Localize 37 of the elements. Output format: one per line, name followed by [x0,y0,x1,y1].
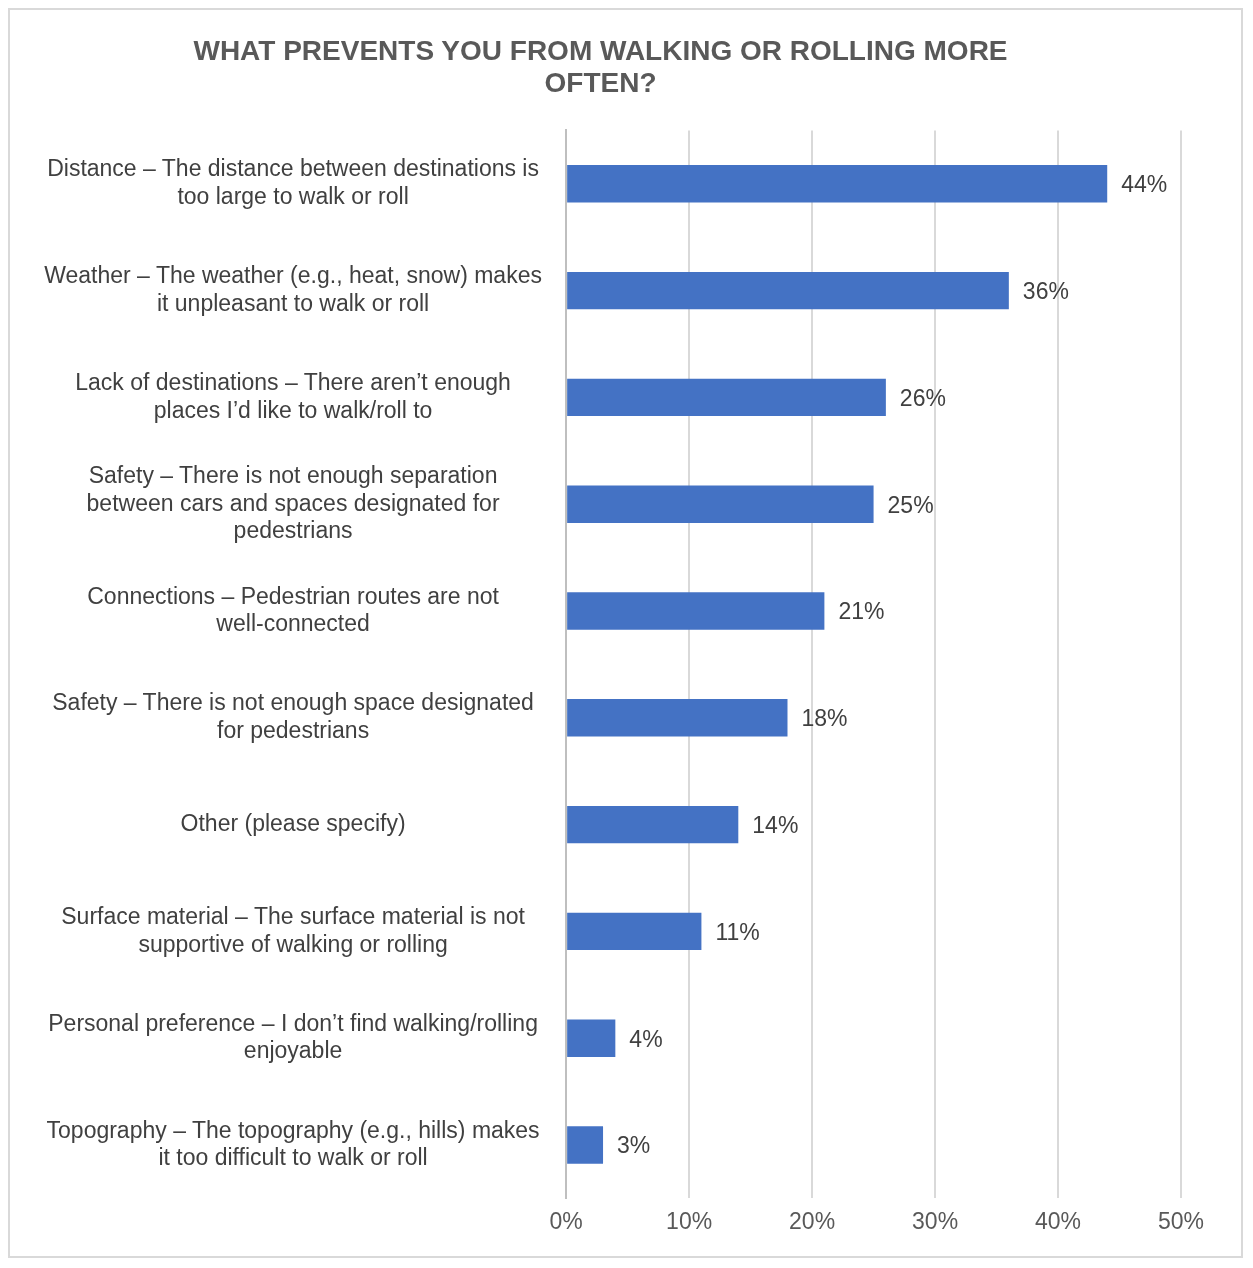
bar [567,271,1009,310]
y-tick-label: Topography – The topography (e.g., hills) makes it too difficult to walk or roll [46,1116,540,1171]
bar [567,912,702,951]
data-label: 14% [752,811,799,838]
bar [567,1126,604,1164]
x-tick-label: 30% [912,1207,959,1234]
data-label: 18% [801,705,848,732]
y-tick-label: Surface material – The surface material is not supportive of walking or rolling [61,902,526,957]
y-tick-label: Connections – Pedestrian routes are not well-connected [87,582,500,637]
data-label: 36% [1022,277,1069,304]
data-label: 21% [838,598,885,625]
bar [567,805,739,844]
data-label: 4% [629,1025,663,1052]
y-tick-label: Lack of destinations – There aren’t enough places I’d like to walk/roll to [75,368,511,423]
data-label: 44% [1121,171,1168,198]
data-label: 11% [715,918,760,945]
y-tick-label: Safety – There is not enough separation between cars and spaces designated for pedestrians [86,461,500,544]
y-tick-label: Weather – The weather (e.g., heat, snow) makes it unpleasant to walk or roll [44,262,542,316]
data-label: 26% [899,384,946,411]
x-tick-label: 40% [1035,1207,1082,1234]
bar [567,485,874,523]
bar [567,592,825,630]
x-tick-label: 20% [789,1207,836,1234]
bar [567,378,886,417]
y-tick-label: Safety – There is not enough space designated for pedestrians [52,689,534,743]
bar [567,165,1108,203]
x-tick-label: 10% [666,1207,713,1234]
y-tick-label: Personal preference – I don’t find walking/rolling enjoyable [48,1009,538,1064]
y-tick-label: Distance – The distance between destinations is too large to walk or roll [47,155,539,209]
x-tick-label: 50% [1157,1207,1205,1234]
chart-title: WHAT PREVENTS YOU FROM WALKING OR ROLLING MORE OFTEN? [193,34,1008,99]
y-tick-label: Other (please specify) [180,809,406,836]
data-label: 3% [617,1132,651,1159]
data-label: 25% [887,491,934,518]
bar [567,1019,616,1057]
bar [567,699,788,737]
x-tick-label: 0% [549,1207,583,1234]
